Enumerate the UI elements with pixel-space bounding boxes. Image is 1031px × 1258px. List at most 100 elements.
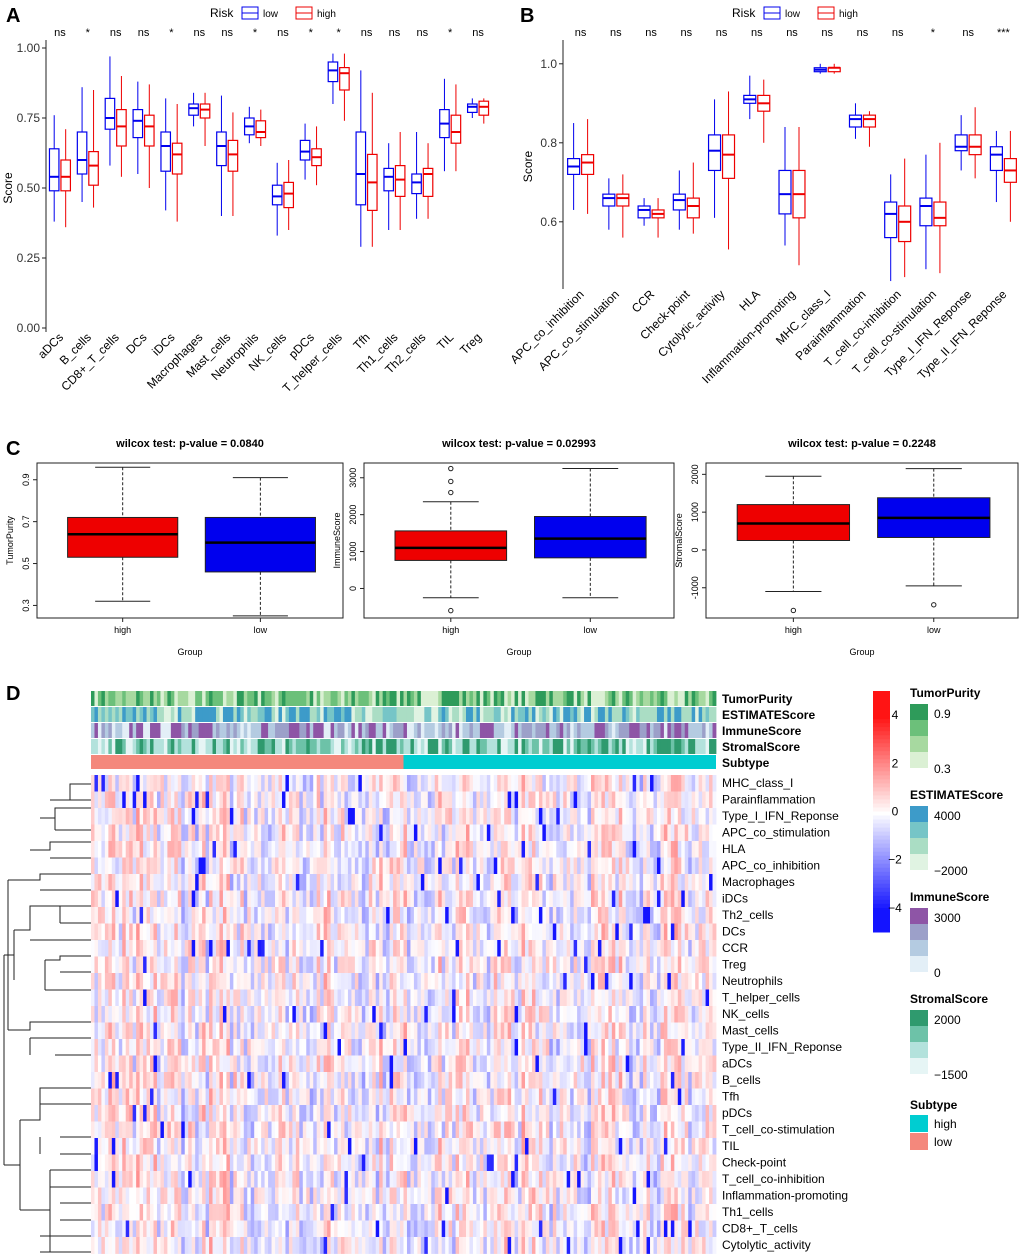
- annotation-cell: [136, 691, 141, 706]
- heat-cell: [205, 808, 210, 825]
- annotation-cell: [382, 739, 387, 754]
- heat-cell: [438, 808, 443, 825]
- heat-cell: [476, 956, 481, 974]
- heat-cell: [656, 1006, 661, 1023]
- heat-cell: [493, 1088, 498, 1106]
- y-tick-label: 1000: [348, 542, 358, 562]
- annotation-cell: [358, 723, 363, 738]
- heat-cell: [472, 791, 477, 809]
- heat-cell: [466, 1088, 470, 1106]
- heat-cell: [584, 940, 588, 957]
- heat-cell: [181, 973, 186, 990]
- annotation-cell: [670, 723, 675, 738]
- heat-cell: [396, 1055, 401, 1073]
- annotation-label: ImmuneScore: [722, 724, 802, 738]
- heat-cell: [361, 791, 366, 809]
- heat-cell: [566, 874, 571, 891]
- annotation-cell: [375, 691, 380, 706]
- annotation-cell: [445, 723, 450, 738]
- heat-cell: [372, 1072, 377, 1089]
- heat-cell: [236, 1006, 241, 1023]
- heat-cell: [646, 1072, 651, 1089]
- heat-cell: [688, 923, 693, 941]
- heat-cell: [493, 808, 498, 825]
- heat-cell: [341, 890, 345, 908]
- heat-cell: [122, 1039, 127, 1056]
- heat-cell: [622, 956, 627, 974]
- heat-cell: [292, 1088, 297, 1106]
- heat-cell: [167, 890, 172, 908]
- heat-cell: [212, 808, 217, 825]
- heat-cell: [396, 808, 401, 825]
- heat-cell: [101, 1039, 106, 1056]
- heat-cell: [594, 791, 599, 809]
- heat-cell: [188, 989, 193, 1007]
- heat-cell: [344, 857, 349, 875]
- heat-cell: [396, 775, 401, 792]
- heat-cell: [528, 1006, 533, 1023]
- heat-cell: [278, 923, 283, 941]
- heat-cell: [542, 907, 547, 924]
- heat-cell: [257, 1105, 262, 1122]
- annotation-cell: [181, 707, 186, 722]
- heat-cell: [518, 1088, 522, 1106]
- heat-cell: [341, 1039, 345, 1056]
- heat-cell: [275, 956, 279, 974]
- heat-cell: [410, 973, 415, 990]
- heat-cell: [261, 824, 266, 842]
- annotation-cell: [125, 707, 130, 722]
- annotation-cell: [181, 691, 186, 706]
- heat-cell: [702, 1088, 706, 1106]
- heat-cell: [101, 1055, 106, 1073]
- heat-cell: [156, 1022, 161, 1040]
- heat-cell: [452, 808, 456, 825]
- heat-cell: [209, 1039, 213, 1056]
- heat-cell: [254, 775, 259, 792]
- heat-cell: [181, 824, 186, 842]
- heat-cell: [528, 989, 533, 1007]
- heat-cell: [403, 989, 408, 1007]
- heat-cell: [559, 1055, 564, 1073]
- heat-cell: [636, 1039, 641, 1056]
- heat-cell: [486, 940, 491, 957]
- heat-cell: [212, 890, 217, 908]
- annotation-cell: [156, 739, 161, 754]
- heat-cell: [219, 1055, 224, 1073]
- annotation-cell: [156, 691, 161, 706]
- heat-cell: [108, 940, 113, 957]
- annotation-cell: [511, 707, 516, 722]
- heat-cell: [240, 1088, 245, 1106]
- annotation-cell: [566, 739, 571, 754]
- heat-cell: [674, 907, 679, 924]
- heat-cell: [306, 1055, 311, 1073]
- heat-cell: [511, 874, 516, 891]
- heat-cell: [188, 1055, 193, 1073]
- heat-cell: [330, 1006, 335, 1023]
- box-high-aDCs: [60, 159, 72, 192]
- heat-cell: [386, 1039, 391, 1056]
- heat-cell: [191, 907, 196, 924]
- heat-cell: [420, 1055, 425, 1073]
- heat-cell: [268, 874, 272, 891]
- heat-cell: [403, 956, 408, 974]
- heat-cell: [483, 841, 488, 858]
- heat-cell: [358, 1088, 363, 1106]
- heat-cell: [229, 791, 234, 809]
- heat-cell: [275, 1022, 279, 1040]
- heat-cell: [681, 1105, 686, 1122]
- heat-cell: [650, 907, 654, 924]
- heat-cell: [375, 874, 380, 891]
- annotation-cell: [663, 739, 668, 754]
- annotation-cell: [299, 723, 304, 738]
- annotation-cell: [354, 707, 359, 722]
- heat-cell: [247, 1105, 252, 1122]
- heat-cell: [608, 956, 613, 974]
- heat-cell: [504, 1072, 509, 1089]
- heat-cell: [587, 841, 592, 858]
- heat-cell: [365, 973, 370, 990]
- heat-cell: [691, 940, 696, 957]
- heat-cell: [132, 1006, 137, 1023]
- heat-cell: [479, 1022, 484, 1040]
- heat-cell: [361, 857, 366, 875]
- heat-cell: [264, 775, 269, 792]
